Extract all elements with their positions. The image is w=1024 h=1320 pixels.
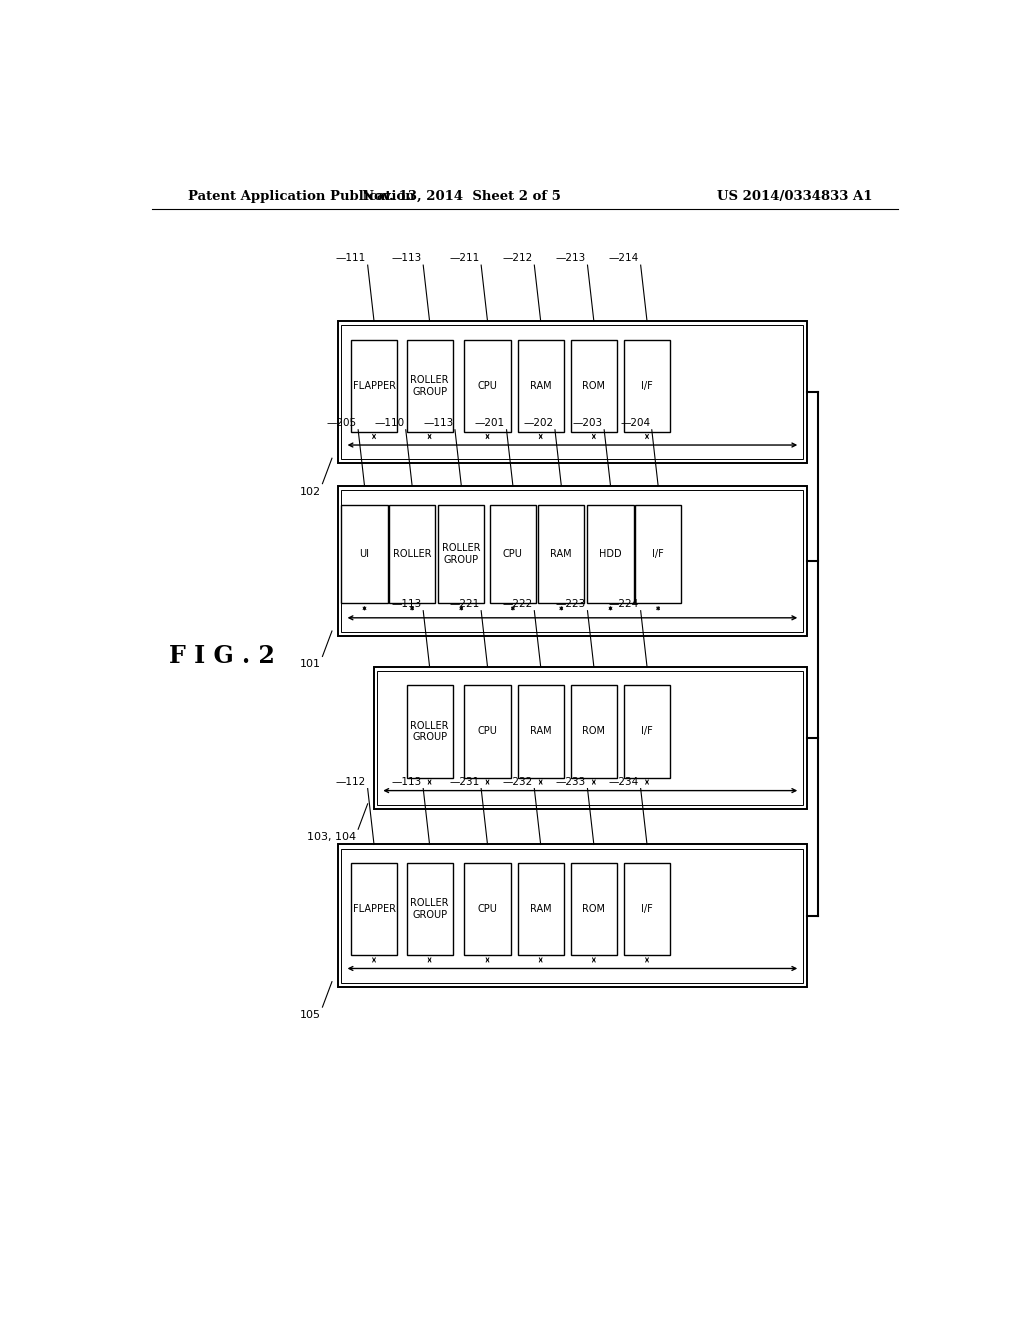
- Text: FLAPPER: FLAPPER: [352, 904, 395, 915]
- Text: ROLLER
GROUP: ROLLER GROUP: [442, 544, 480, 565]
- Bar: [465, 863, 511, 956]
- Bar: [465, 685, 511, 777]
- Bar: [351, 863, 397, 956]
- Bar: [518, 339, 563, 432]
- Text: CPU: CPU: [477, 726, 498, 737]
- Text: ROLLER: ROLLER: [393, 549, 431, 560]
- Text: RAM: RAM: [529, 380, 552, 391]
- Text: RAM: RAM: [551, 549, 572, 560]
- Bar: [624, 863, 670, 956]
- Text: RAM: RAM: [529, 904, 552, 915]
- Text: —110: —110: [374, 417, 404, 428]
- Text: —223: —223: [556, 599, 586, 609]
- Bar: [341, 490, 804, 632]
- Text: —111: —111: [336, 253, 367, 263]
- Bar: [341, 849, 804, 982]
- Bar: [570, 685, 616, 777]
- Text: —231: —231: [450, 776, 479, 787]
- Text: I/F: I/F: [641, 380, 653, 391]
- Text: —211: —211: [450, 253, 479, 263]
- Text: —201: —201: [475, 417, 505, 428]
- Text: ROLLER
GROUP: ROLLER GROUP: [411, 721, 449, 742]
- Bar: [389, 506, 435, 603]
- Text: UI: UI: [359, 549, 370, 560]
- Text: —234: —234: [609, 776, 639, 787]
- Text: I/F: I/F: [641, 904, 653, 915]
- Text: —113: —113: [423, 417, 454, 428]
- Bar: [570, 863, 616, 956]
- Text: I/F: I/F: [652, 549, 664, 560]
- Text: I/F: I/F: [641, 726, 653, 737]
- Bar: [465, 339, 511, 432]
- Text: ROLLER
GROUP: ROLLER GROUP: [411, 899, 449, 920]
- Text: —214: —214: [609, 253, 639, 263]
- Text: RAM: RAM: [529, 726, 552, 737]
- Text: Nov. 13, 2014  Sheet 2 of 5: Nov. 13, 2014 Sheet 2 of 5: [361, 190, 561, 202]
- Bar: [338, 321, 807, 463]
- Text: Patent Application Publication: Patent Application Publication: [187, 190, 415, 202]
- Text: —113: —113: [391, 253, 422, 263]
- Text: F I G . 2: F I G . 2: [169, 644, 274, 668]
- Bar: [635, 506, 681, 603]
- Bar: [588, 506, 634, 603]
- Text: —222: —222: [503, 599, 532, 609]
- Text: ROM: ROM: [583, 726, 605, 737]
- Bar: [570, 339, 616, 432]
- Bar: [407, 339, 453, 432]
- Text: CPU: CPU: [503, 549, 523, 560]
- Bar: [377, 671, 804, 805]
- Bar: [438, 506, 484, 603]
- Text: 102: 102: [300, 487, 321, 496]
- Text: —212: —212: [503, 253, 532, 263]
- Bar: [407, 863, 453, 956]
- Text: ROM: ROM: [583, 380, 605, 391]
- Bar: [624, 339, 670, 432]
- Bar: [518, 685, 563, 777]
- Text: —113: —113: [391, 776, 422, 787]
- Bar: [624, 685, 670, 777]
- Text: US 2014/0334833 A1: US 2014/0334833 A1: [717, 190, 872, 202]
- Bar: [539, 506, 585, 603]
- Text: 103, 104: 103, 104: [307, 833, 356, 842]
- Bar: [374, 667, 807, 809]
- Bar: [407, 685, 453, 777]
- Bar: [351, 339, 397, 432]
- Text: —233: —233: [556, 776, 586, 787]
- Text: 105: 105: [300, 1010, 321, 1020]
- Text: —221: —221: [450, 599, 479, 609]
- Text: 101: 101: [300, 660, 321, 669]
- Bar: [338, 486, 807, 636]
- Text: —112: —112: [336, 776, 367, 787]
- Text: —204: —204: [621, 417, 650, 428]
- Bar: [341, 506, 387, 603]
- Text: CPU: CPU: [477, 380, 498, 391]
- Text: ROM: ROM: [583, 904, 605, 915]
- Text: —232: —232: [503, 776, 532, 787]
- Text: —205: —205: [327, 417, 356, 428]
- Text: HDD: HDD: [599, 549, 622, 560]
- Text: FLAPPER: FLAPPER: [352, 380, 395, 391]
- Text: CPU: CPU: [477, 904, 498, 915]
- Text: —224: —224: [609, 599, 639, 609]
- Text: —113: —113: [391, 599, 422, 609]
- Bar: [338, 845, 807, 987]
- Text: ROLLER
GROUP: ROLLER GROUP: [411, 375, 449, 396]
- Bar: [489, 506, 536, 603]
- Text: —213: —213: [556, 253, 586, 263]
- Bar: [341, 325, 804, 459]
- Text: —203: —203: [572, 417, 602, 428]
- Text: —202: —202: [523, 417, 553, 428]
- Bar: [518, 863, 563, 956]
